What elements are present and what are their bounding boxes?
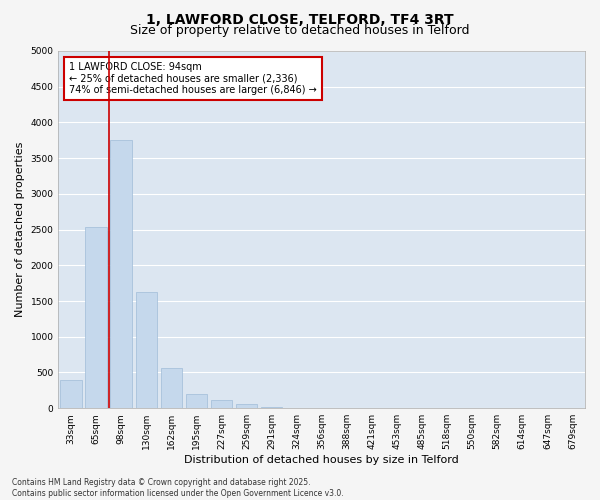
Bar	[60, 380, 82, 408]
Bar	[161, 368, 182, 408]
Text: Contains HM Land Registry data © Crown copyright and database right 2025.
Contai: Contains HM Land Registry data © Crown c…	[12, 478, 344, 498]
Bar	[185, 394, 207, 408]
X-axis label: Distribution of detached houses by size in Telford: Distribution of detached houses by size …	[184, 455, 459, 465]
Text: 1, LAWFORD CLOSE, TELFORD, TF4 3RT: 1, LAWFORD CLOSE, TELFORD, TF4 3RT	[146, 12, 454, 26]
Text: 1 LAWFORD CLOSE: 94sqm
← 25% of detached houses are smaller (2,336)
74% of semi-: 1 LAWFORD CLOSE: 94sqm ← 25% of detached…	[69, 62, 317, 95]
Bar	[110, 140, 132, 408]
Y-axis label: Number of detached properties: Number of detached properties	[15, 142, 25, 318]
Bar	[236, 404, 257, 408]
Bar	[136, 292, 157, 408]
Bar	[261, 407, 282, 408]
Text: Size of property relative to detached houses in Telford: Size of property relative to detached ho…	[130, 24, 470, 37]
Bar	[85, 226, 107, 408]
Bar	[211, 400, 232, 408]
